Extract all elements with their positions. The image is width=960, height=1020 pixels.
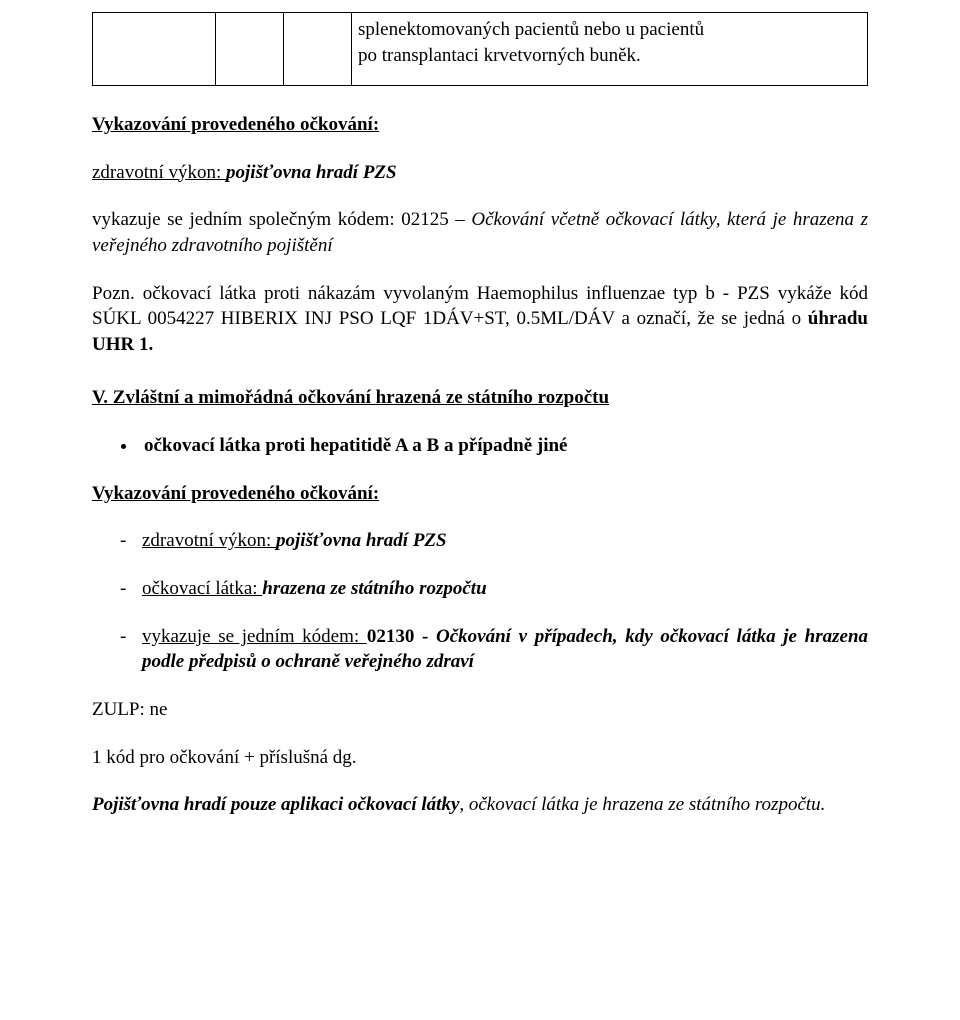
dash2-italic: hrazena ze státního rozpočtu — [262, 578, 486, 599]
para-vykazuje-kodem: vykazuje se jedním společným kódem: 0212… — [92, 207, 868, 258]
bullet-item-1: očkovací látka proti hepatitidě A a B a … — [138, 433, 868, 459]
final-rest: , očkovací látka je hrazena ze státního … — [459, 794, 825, 815]
zdrav-prefix-1: zdravotní výkon: — [92, 162, 226, 183]
para1-dash: – — [455, 209, 471, 230]
table-cell-empty-2 — [216, 13, 284, 86]
dash-item-2: očkovací látka: hrazena ze státního rozp… — [120, 576, 868, 602]
table-cell-empty-1 — [93, 13, 216, 86]
table-cell-text: splenektomovaných pacientů nebo u pacien… — [352, 13, 868, 86]
para1-prefix: vykazuje se jedním společným kódem: 0212… — [92, 209, 455, 230]
bullet-list: očkovací látka proti hepatitidě A a B a … — [92, 433, 868, 459]
dash3-bold: 02130 - — [367, 626, 436, 647]
heading-vykazovani-1: Vykazování provedeného očkování: — [92, 112, 868, 138]
table-cell-line1: splenektomovaných pacientů nebo u pacien… — [358, 19, 704, 40]
dash-item-1: zdravotní výkon: pojišťovna hradí PZS — [120, 528, 868, 554]
zdrav-value-1: pojišťovna hradí PZS — [226, 162, 397, 183]
bullet1-text: očkovací látka proti hepatitidě A a B a … — [144, 435, 568, 456]
top-table: splenektomovaných pacientů nebo u pacien… — [92, 12, 868, 86]
table-cell-line2: po transplantaci krvetvorných buněk. — [358, 45, 641, 66]
table-row: splenektomovaných pacientů nebo u pacien… — [93, 13, 868, 86]
table-cell-empty-3 — [284, 13, 352, 86]
pozn-text: Pozn. očkovací látka proti nákazám vyvol… — [92, 283, 868, 330]
heading-vykazovani-2: Vykazování provedeného očkování: — [92, 481, 868, 507]
dash-item-3: vykazuje se jedním kódem: 02130 - Očková… — [120, 624, 868, 675]
dash-list: zdravotní výkon: pojišťovna hradí PZS oč… — [92, 528, 868, 675]
dash1-italic: pojišťovna hradí PZS — [276, 530, 447, 551]
dash2-prefix: očkovací látka: — [142, 578, 262, 599]
para-pozn: Pozn. očkovací látka proti nákazám vyvol… — [92, 281, 868, 358]
kod-line: 1 kód pro očkování + příslušná dg. — [92, 745, 868, 771]
section-v-heading: V. Zvláštní a mimořádná očkování hrazená… — [92, 385, 868, 411]
dash3-prefix: vykazuje se jedním kódem: — [142, 626, 367, 647]
line-zdravotni-vykon-1: zdravotní výkon: pojišťovna hradí PZS — [92, 160, 868, 186]
dash1-prefix: zdravotní výkon: — [142, 530, 276, 551]
final-para: Pojišťovna hradí pouze aplikaci očkovací… — [92, 792, 868, 818]
final-bold: Pojišťovna hradí pouze aplikaci očkovací… — [92, 794, 459, 815]
zulp-line: ZULP: ne — [92, 697, 868, 723]
